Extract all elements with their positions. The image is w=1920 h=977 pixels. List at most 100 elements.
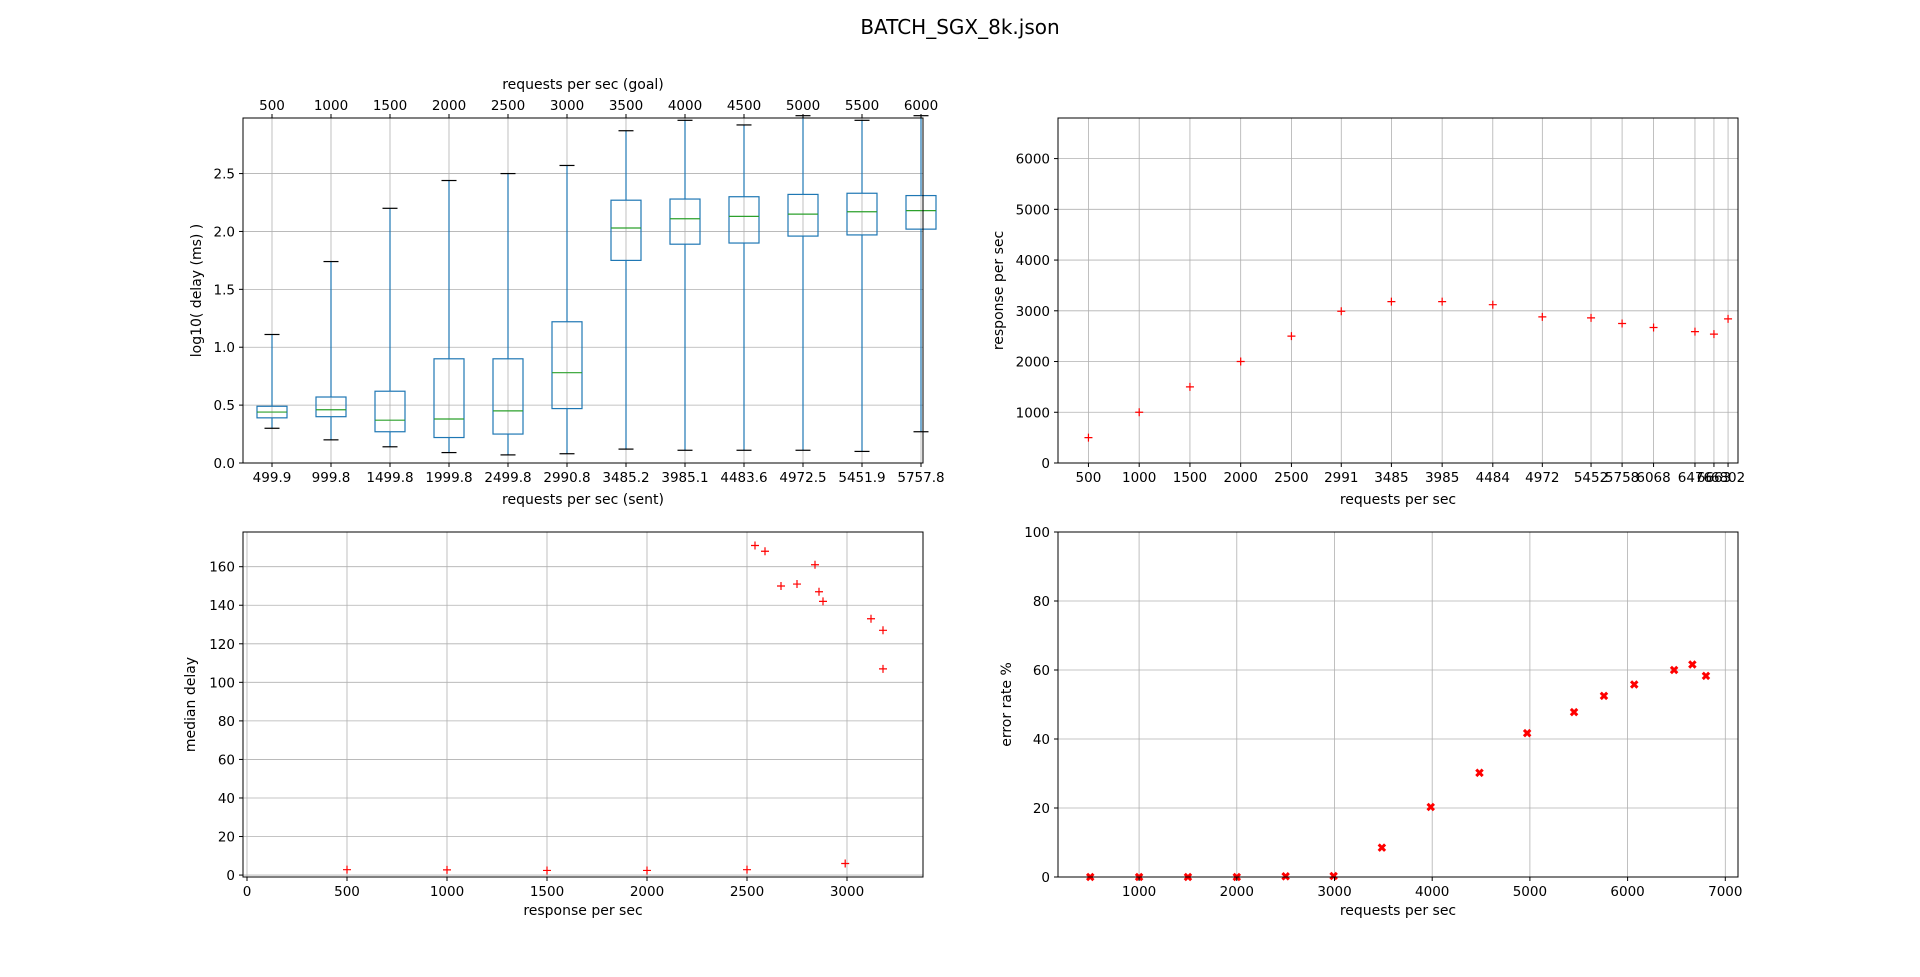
chart-error-rate: 1000 2000 3000 4000 5000 6000 7000 0 20 40 60 80 100… [999,525,1742,919]
response-xlabel: requests per sec [1340,492,1456,508]
median-point [761,547,769,556]
response-xtick-label: 2500 [1274,470,1308,486]
boxplot-top-xtick-label: 6000 [904,98,938,114]
boxplot-xtick-label: 4972.5 [779,470,826,486]
median-point [815,587,823,596]
median-ytick-label: 60 [218,752,235,768]
boxplot-xtick-label: 3485.2 [602,470,649,486]
median-ytick-label: 40 [218,791,235,807]
box-iqr [846,192,878,236]
median-xtick-label: 3000 [830,884,864,900]
error-point [1688,660,1697,669]
boxplot-ytick-label: 0.5 [214,398,235,414]
boxplot-xtick-label: 2499.8 [484,470,531,486]
response-ytick-label: 6000 [1016,152,1050,168]
response-point [1538,312,1547,321]
median-point [879,664,887,673]
median-ytick-label: 120 [209,637,235,653]
boxplot-xlabel: requests per sec (sent) [502,492,664,508]
response-xtick-label: 6663 [1697,470,1731,486]
median-ytick-label: 140 [209,598,235,614]
error-point [1377,843,1387,852]
response-xtick-label: 6476 [1678,470,1712,486]
box-iqr [669,198,701,245]
median-point [543,866,551,875]
error-ylabel: error rate % [999,662,1015,747]
boxplot-ytick-label: 2.5 [214,167,235,183]
error-point [1629,680,1639,689]
median-point [819,597,827,606]
response-point [1236,357,1245,366]
response-point [1438,297,1447,306]
response-point [1724,314,1733,323]
median-point [443,865,451,874]
boxplot-top-xtick-label: 3500 [609,98,643,114]
boxplot-ytick-label: 0.0 [214,456,235,472]
median-point [343,865,351,874]
boxplot-top-xtick-label: 1500 [373,98,407,114]
median-point [793,580,801,589]
median-ytick-label: 160 [209,560,235,576]
box-iqr [905,194,937,230]
response-ylabel: response per sec [991,231,1007,350]
error-xlabel: requests per sec [1340,903,1456,919]
boxplot-top-xtick-label: 5000 [786,98,820,114]
median-ytick-label: 0 [226,868,235,884]
boxplot-top-xtick-label: 1000 [314,98,348,114]
response-ytick-label: 0 [1041,456,1050,472]
box-iqr [728,196,760,244]
response-xtick-label: 6802 [1711,470,1745,486]
median-ytick-label: 80 [218,714,235,730]
error-point [1599,691,1609,701]
response-ytick-label: 3000 [1016,304,1050,320]
median-xtick-label: 500 [334,884,360,900]
median-point [643,866,651,875]
error-ytick-label: 80 [1033,594,1050,610]
box-iqr [374,390,406,433]
box-iqr [315,396,347,418]
error-point [1281,872,1290,881]
response-ytick-label: 5000 [1016,202,1050,218]
error-xtick-label: 5000 [1513,884,1547,900]
error-point [1669,665,1679,675]
chart-median-delay: 0 500 1000 1500 2000 2500 3000 0 20 40 60 80 100 120 1… [183,531,924,919]
response-point [1649,323,1658,332]
boxplot-xtick-label: 5451.9 [838,470,885,486]
error-xtick-label: 4000 [1415,884,1449,900]
median-point [743,865,751,874]
error-point [1701,671,1711,681]
box-iqr [492,358,524,435]
response-point [1709,330,1718,339]
response-ytick-label: 1000 [1016,405,1050,421]
response-point [1287,332,1296,341]
median-ylabel: median delay [183,657,199,752]
box-iqr [551,321,583,410]
median-ytick-label: 100 [209,675,235,691]
response-point [1488,300,1497,309]
median-xtick-label: 1000 [430,884,464,900]
response-xtick-label: 1000 [1122,470,1156,486]
median-point [811,560,819,569]
median-point [841,859,850,868]
boxplot-xtick-label: 4483.6 [720,470,767,486]
error-point [1426,802,1435,812]
boxplot-top-xtick-label: 5500 [845,98,879,114]
boxplot-ylabel: log10( delay (ms) ) [189,224,205,358]
median-point [879,626,887,635]
median-point [777,581,785,590]
boxplot-top-xtick-label: 500 [259,98,285,114]
response-point [1135,408,1144,417]
error-ytick-label: 100 [1024,525,1050,541]
chart-delay-boxplot: 499.9 500 999.8 1000 1499.8 1500 1999.8 2000 249… [189,77,945,508]
boxplot-xtick-label: 2990.8 [543,470,590,486]
boxplot-xtick-label: 1499.8 [366,470,413,486]
boxplot-xtick-label: 999.8 [312,470,351,486]
boxplot-top-xtick-label: 2000 [432,98,466,114]
box-iqr [787,193,819,237]
response-xtick-label: 1500 [1173,470,1207,486]
error-ytick-label: 0 [1041,870,1050,886]
boxplot-xtick-label: 1999.8 [425,470,472,486]
boxplot-top-xlabel: requests per sec (goal) [502,77,664,93]
response-xtick-label: 5758 [1605,470,1639,486]
